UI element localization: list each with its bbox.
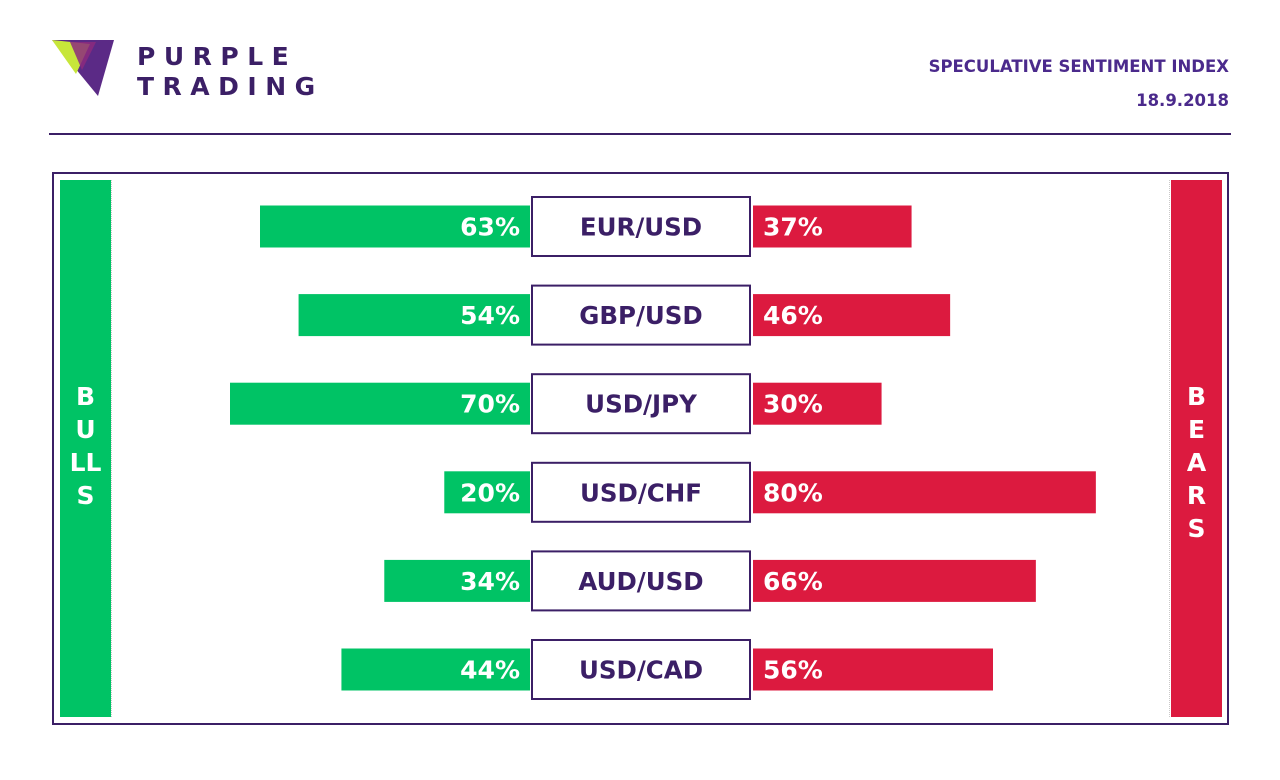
pair-label-usd-chf: USD/CHF	[580, 478, 702, 507]
bears-label: BEARS	[1186, 382, 1207, 543]
pair-box-aud-usd	[531, 550, 751, 612]
pair-label-usd-jpy: USD/JPY	[585, 390, 697, 419]
chart-frame	[52, 172, 1229, 725]
bulls-value-usd-cad: 44%	[460, 656, 520, 685]
bears-value-aud-usd: 66%	[763, 567, 823, 596]
pair-label-eur-usd: EUR/USD	[580, 213, 702, 242]
bears-bar-gbp-usd	[753, 294, 951, 337]
pair-box-eur-usd	[531, 196, 751, 257]
pair-box-usd-jpy	[531, 373, 751, 435]
bears-value-gbp-usd: 46%	[763, 301, 823, 330]
bulls-bar-aud-usd	[384, 559, 530, 602]
pair-box-usd-chf	[531, 461, 751, 523]
bears-bar-eur-usd	[753, 205, 912, 248]
bulls-divider	[111, 180, 112, 717]
bulls-value-gbp-usd: 54%	[460, 301, 520, 330]
bulls-bar-usd-chf	[444, 471, 530, 514]
pair-label-usd-cad: USD/CAD	[579, 656, 703, 685]
bulls-value-aud-usd: 34%	[460, 567, 520, 596]
bears-value-usd-chf: 80%	[763, 478, 823, 507]
bulls-side-bar: BULLS	[60, 180, 111, 717]
bulls-value-eur-usd: 63%	[460, 213, 520, 242]
bulls-bar-usd-cad	[341, 648, 530, 691]
pair-box-usd-cad	[531, 639, 751, 700]
header-divider	[49, 133, 1231, 135]
bears-bar-usd-jpy	[753, 382, 882, 425]
bears-bar-usd-cad	[753, 648, 993, 691]
brand-name-line-2: TRADING	[137, 72, 324, 101]
bears-value-usd-cad: 56%	[763, 656, 823, 685]
bears-divider	[1169, 180, 1170, 717]
bulls-bar-usd-jpy	[230, 382, 530, 425]
bulls-bar-gbp-usd	[298, 294, 530, 337]
bears-bar-usd-chf	[753, 471, 1096, 514]
bears-side-bar: BEARS	[1171, 180, 1222, 717]
brand-name-line-1: PURPLE	[137, 42, 298, 71]
bulls-label: BULLS	[69, 382, 102, 510]
bears-bar-aud-usd	[753, 559, 1036, 602]
report-date: 18.9.2018	[1136, 91, 1229, 110]
page-title: SPECULATIVE SENTIMENT INDEX	[928, 57, 1229, 76]
pair-label-gbp-usd: GBP/USD	[579, 301, 703, 330]
pair-box-gbp-usd	[531, 284, 751, 346]
bears-value-eur-usd: 37%	[763, 213, 823, 242]
bulls-bar-eur-usd	[260, 205, 530, 248]
purple-trading-logo-icon	[52, 40, 114, 96]
bears-value-usd-jpy: 30%	[763, 390, 823, 419]
bulls-value-usd-jpy: 70%	[460, 390, 520, 419]
pair-label-aud-usd: AUD/USD	[578, 567, 703, 596]
bulls-value-usd-chf: 20%	[460, 478, 520, 507]
